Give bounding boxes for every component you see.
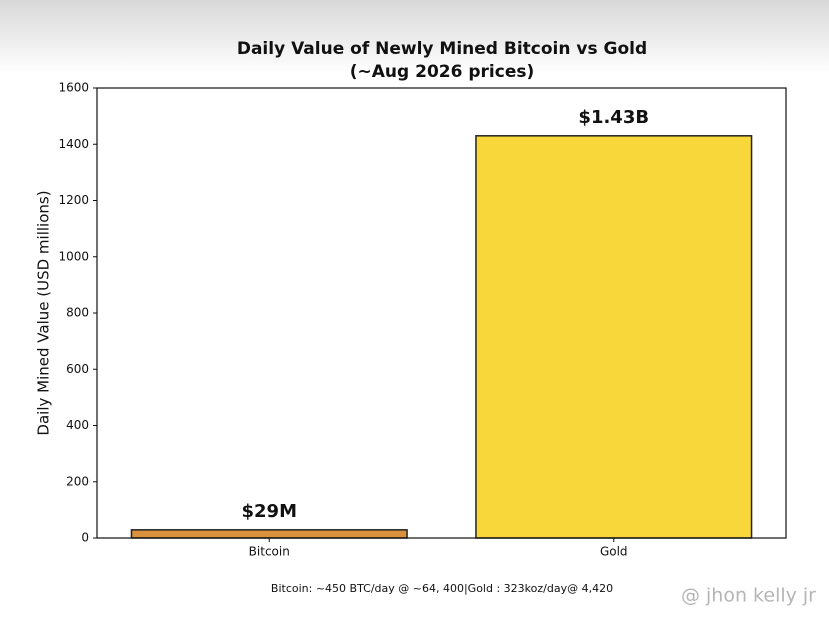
y-tick-label: 600	[66, 362, 89, 376]
x-tick-label: Gold	[600, 545, 628, 559]
y-tick-label: 800	[66, 306, 89, 320]
chart-title: Daily Value of Newly Mined Bitcoin vs Go…	[237, 39, 647, 59]
bar	[475, 135, 753, 539]
y-tick-label: 0	[81, 531, 89, 545]
y-tick-label: 1200	[58, 193, 89, 207]
y-tick-label: 1000	[58, 249, 89, 263]
footnote: Bitcoin: ~450 BTC/day @ ~64, 400|Gold : …	[271, 582, 613, 595]
value-label: $1.43B	[578, 107, 649, 128]
value-label: $29M	[242, 501, 298, 522]
chart-subtitle: (~Aug 2026 prices)	[350, 62, 534, 82]
y-tick-label: 200	[66, 474, 89, 488]
x-tick-label: Bitcoin	[249, 545, 290, 559]
y-tick-label: 1600	[58, 81, 89, 95]
bar	[130, 529, 408, 539]
y-tick-label: 400	[66, 418, 89, 432]
plot-frame	[96, 87, 787, 539]
y-tick-label: 1400	[58, 137, 89, 151]
watermark: @ jhon kelly jr	[681, 585, 816, 607]
y-axis-label: Daily Mined Value (USD millions)	[35, 190, 53, 435]
